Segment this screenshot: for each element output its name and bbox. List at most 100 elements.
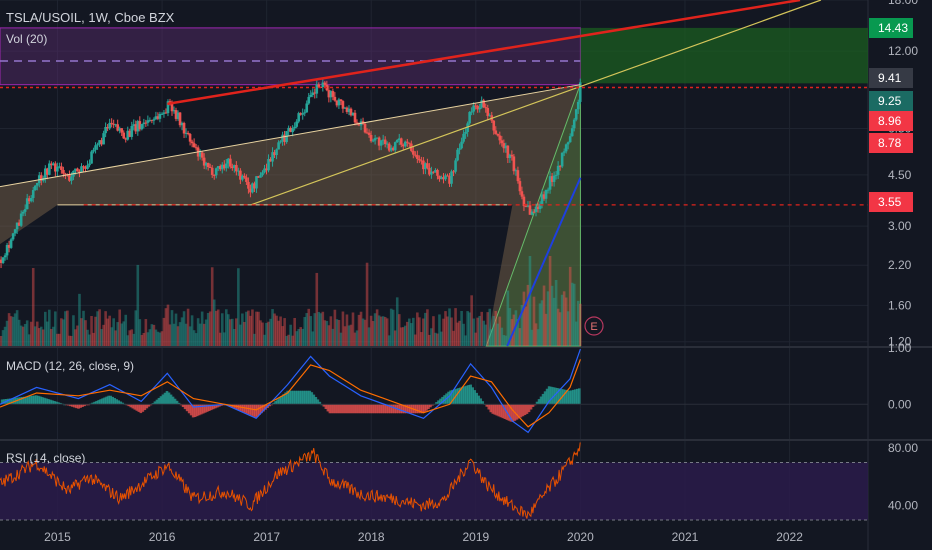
- volume-bar: [309, 316, 313, 346]
- macd-histogram-bar: [549, 386, 553, 405]
- volume-bar: [339, 332, 343, 346]
- blue-trendline[interactable]: [506, 177, 582, 347]
- target-green-zone[interactable]: [580, 27, 868, 84]
- macd-histogram-bar: [537, 399, 541, 405]
- candle-body: [158, 113, 162, 119]
- macd-histogram-bar: [109, 395, 112, 405]
- candle-body: [257, 176, 260, 178]
- volume-bar: [562, 291, 566, 346]
- volume-bar: [120, 323, 124, 346]
- macd-histogram-bar: [34, 395, 38, 405]
- candle-body: [263, 168, 266, 173]
- macd-histogram-bar: [209, 404, 213, 411]
- macd-histogram-bar: [75, 404, 78, 409]
- rsi-indicator-label[interactable]: RSI (14, close): [6, 451, 86, 465]
- candle-body: [456, 149, 459, 161]
- macd-histogram-bar: [85, 404, 88, 406]
- macd-histogram-bar: [519, 404, 523, 418]
- macd-series-signal[interactable]: [0, 359, 581, 428]
- volume-bar: [408, 318, 411, 346]
- candle-body: [323, 82, 327, 85]
- candle-body: [222, 164, 226, 169]
- candle-body: [554, 174, 558, 176]
- price-axis-tick-3: 4.50: [888, 168, 912, 182]
- candle-body: [96, 144, 99, 146]
- volume-bar: [424, 312, 427, 346]
- candle-body: [214, 168, 218, 176]
- rsi-line[interactable]: [0, 442, 581, 519]
- price-badge-4[interactable]: [869, 133, 913, 153]
- volume-bar: [329, 316, 333, 346]
- volume-bar: [128, 330, 132, 346]
- price-badge-5[interactable]: [869, 192, 913, 212]
- yellow-trendline[interactable]: [250, 0, 822, 206]
- candle-body: [476, 106, 479, 110]
- volume-bar: [202, 323, 206, 346]
- candle-body: [389, 147, 393, 151]
- volume-bar: [520, 305, 524, 346]
- wedge-pattern-fill[interactable]: [0, 84, 581, 346]
- macd-histogram-bar: [115, 399, 119, 405]
- candle-body: [140, 124, 144, 130]
- macd-indicator-label[interactable]: MACD (12, 26, close, 9): [6, 359, 135, 373]
- green-projection-triangle[interactable]: [485, 83, 581, 347]
- price-badge-2[interactable]: [869, 91, 913, 111]
- macd-histogram-bar: [573, 389, 577, 405]
- macd-histogram-bar: [479, 398, 483, 405]
- earnings-marker-circle[interactable]: [584, 316, 604, 336]
- volume-bar: [357, 314, 361, 346]
- price-badge-0[interactable]: [869, 18, 913, 38]
- volume-bar: [518, 328, 522, 346]
- volume-bar: [486, 312, 490, 346]
- candle-body: [184, 132, 188, 134]
- candle-body: [1, 257, 5, 263]
- macd-histogram-bar: [304, 390, 308, 405]
- candle-body: [200, 152, 204, 158]
- candle-body: [86, 165, 89, 169]
- macd-histogram-bar: [145, 404, 149, 409]
- macd-histogram-bar: [250, 404, 253, 416]
- candle-body: [33, 185, 37, 191]
- purple-range-box[interactable]: [0, 27, 581, 86]
- macd-histogram-bar: [501, 404, 505, 419]
- macd-series-macd[interactable]: [0, 348, 581, 434]
- time-axis-tick-7: 2022: [776, 530, 803, 544]
- candle-body: [558, 165, 562, 167]
- candle-body: [150, 119, 154, 121]
- volume-bar: [544, 313, 548, 346]
- symbol-title[interactable]: TSLA/USOIL, 1W, Cboe BZX: [6, 10, 175, 25]
- macd-histogram-bar: [135, 404, 139, 411]
- volume-bar: [172, 323, 176, 346]
- red-resistance-trendline[interactable]: [167, 0, 801, 106]
- volume-indicator-label[interactable]: Vol (20): [6, 32, 48, 46]
- candle-body: [251, 183, 254, 193]
- price-badge-1[interactable]: [869, 68, 913, 88]
- macd-histogram-bar: [254, 404, 257, 418]
- macd-histogram-bar: [469, 384, 472, 405]
- price-axis-tick-1: 12.00: [888, 44, 918, 58]
- macd-histogram-bar: [401, 404, 404, 414]
- candle-body: [383, 139, 387, 145]
- candle-body: [397, 138, 401, 141]
- macd-histogram-bar: [193, 404, 197, 418]
- macd-histogram-bar: [256, 404, 259, 417]
- macd-histogram-bar: [306, 390, 310, 405]
- candle-body: [381, 139, 385, 141]
- macd-histogram-bar: [461, 386, 464, 405]
- macd-histogram-bar: [421, 404, 424, 414]
- volume-bar: [150, 324, 154, 346]
- wedge-upper-trendline[interactable]: [0, 84, 581, 188]
- volume-bar: [265, 322, 268, 346]
- macd-histogram-bar: [405, 404, 408, 414]
- macd-histogram-bar: [326, 404, 330, 412]
- candle-body: [130, 126, 134, 137]
- candle-body: [224, 163, 228, 169]
- volume-bar: [200, 311, 204, 346]
- macd-histogram-bar: [489, 404, 493, 413]
- candle-body: [5, 244, 9, 256]
- volume-bar: [261, 322, 264, 346]
- price-badge-3[interactable]: [869, 111, 913, 131]
- candle-body: [552, 175, 556, 182]
